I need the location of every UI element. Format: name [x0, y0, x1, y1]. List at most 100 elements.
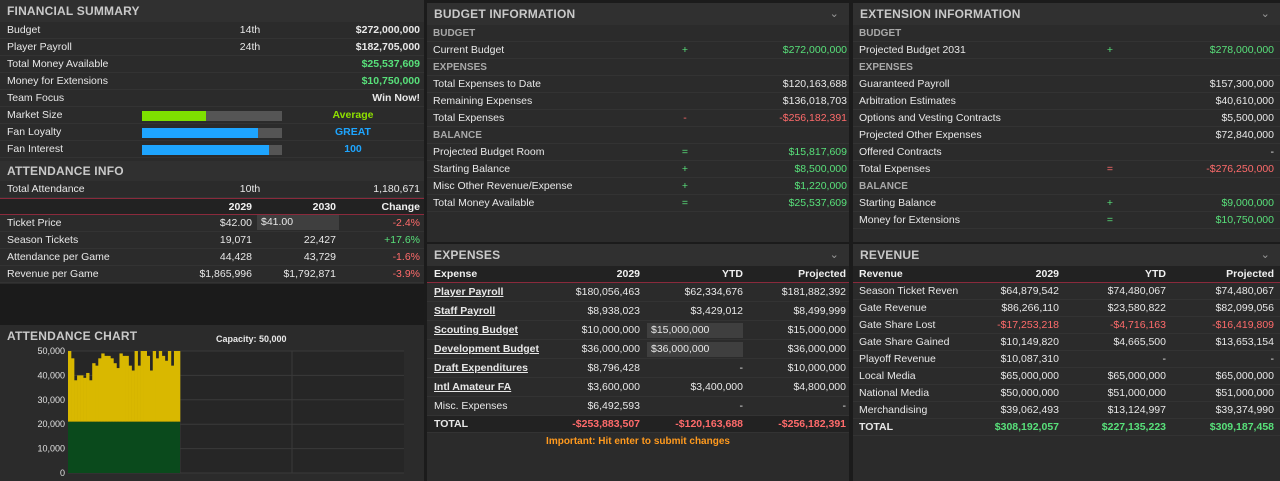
attendance-info-panel: ATTENDANCE INFO Total Attendance 10th 1,… [0, 161, 424, 284]
chart-bar [161, 355, 166, 422]
revenue-ytd: $23,580,822 [1107, 302, 1166, 314]
revenue-label: Gate Share Lost [859, 319, 936, 331]
expense-label-link[interactable]: Draft Expenditures [434, 362, 528, 374]
expense-row-player-payroll: Player Payroll $180,056,463 $62,334,676 $18… [427, 283, 849, 302]
chevron-down-icon[interactable]: ⌄ [829, 249, 839, 261]
submit-note: Important: Hit enter to submit changes [546, 436, 730, 447]
expense-projected: $10,000,000 [787, 362, 846, 374]
expenses-total-2029: -$253,883,507 [572, 418, 640, 430]
chart-bar [158, 351, 163, 422]
extension-row-options-and-vesting-contracts: Options and Vesting Contracts $5,500,000 [853, 110, 1280, 127]
financial-label: Budget [7, 24, 41, 36]
chart-bar [128, 365, 132, 422]
expense-2029: $8,938,023 [587, 305, 640, 317]
col-ytd: YTD [722, 268, 743, 280]
budget-row-label: Total Expenses [433, 112, 505, 124]
extension-row-money-for-extensions: Money for Extensions = $10,750,000 [853, 212, 1280, 229]
budget-row-value: $15,817,609 [788, 146, 847, 158]
expense-label-link[interactable]: Intl Amateur FA [434, 381, 512, 393]
budget-input[interactable]: $15,000,000 [647, 323, 743, 338]
revenue-row-national-media: National Media $50,000,000 $51,000,000 $51,… [853, 385, 1280, 402]
financial-label: Money for Extensions [7, 75, 108, 87]
attendance-chart-title: ATTENDANCE CHART [0, 325, 424, 345]
chart-bar [152, 351, 157, 422]
financial-value: $10,750,000 [361, 75, 420, 87]
budget-row-label: Current Budget [433, 44, 505, 56]
budget-row-current-budget: Current Budget + $272,000,000 [427, 42, 849, 59]
budget-row-label: Projected Budget Room [433, 146, 545, 158]
expense-label-link[interactable]: Scouting Budget [434, 324, 518, 336]
attendance-label: Revenue per Game [7, 268, 99, 280]
expense-row-misc-expenses: Misc. Expenses $6,492,593 - - [427, 397, 849, 416]
chart-bar [131, 370, 135, 422]
extension-information-title-text: EXTENSION INFORMATION [860, 7, 1021, 21]
expenses-total-row: TOTAL -$253,883,507 -$120,163,688 -$256,… [427, 416, 849, 433]
financial-value: $182,705,000 [355, 41, 420, 53]
budget-row-sign: + [681, 44, 689, 56]
expense-label-link[interactable]: Staff Payroll [434, 305, 496, 317]
revenue-ytd: $4,665,500 [1113, 336, 1166, 348]
meter-bar-fill [142, 145, 270, 155]
chart-bar [125, 355, 129, 422]
expense-label-link[interactable]: Development Budget [434, 343, 540, 355]
chevron-down-icon[interactable]: ⌄ [1260, 8, 1270, 20]
extension-row-projected-budget-2031: Projected Budget 2031 + $278,000,000 [853, 42, 1280, 59]
attendance-chart-panel: ATTENDANCE CHART Capacity: 50,000 50,000… [0, 325, 424, 481]
revenue-ytd: $51,000,000 [1107, 387, 1166, 399]
col-2030: 2030 [312, 201, 336, 213]
attendance-row-attendance-per-game: Attendance per Game 44,428 43,729 -1.6% [0, 249, 424, 266]
revenue-ytd: $65,000,000 [1107, 370, 1166, 382]
expense-2029: $6,492,593 [587, 400, 640, 412]
extension-row-value: $10,750,000 [1215, 214, 1274, 226]
chart-bar [80, 375, 84, 422]
attendance-2029: 44,428 [219, 251, 252, 263]
attendance-2029: 19,071 [219, 234, 252, 246]
expense-ytd: - [739, 400, 744, 412]
financial-value: Win Now! [372, 92, 420, 104]
attendance-info-title: ATTENDANCE INFO [0, 161, 424, 181]
meter-label: Market Size [7, 109, 63, 121]
expense-2029: $3,600,000 [587, 381, 640, 393]
chart-y-tick-label: 20,000 [37, 419, 65, 429]
extension-section-expenses: EXPENSES [853, 59, 1280, 76]
budget-row-total-money-available: Total Money Available = $25,537,609 [427, 195, 849, 212]
budget-row-value: -$256,182,391 [779, 112, 847, 124]
capacity-label: Capacity: 50,000 [216, 334, 287, 344]
budget-row-label: Remaining Expenses [433, 95, 533, 107]
revenue-projected: $51,000,000 [1215, 387, 1274, 399]
meter-label: Fan Loyalty [7, 126, 62, 138]
budget-information-title: BUDGET INFORMATION ⌄ [427, 3, 849, 25]
revenue-total-2029: $308,192,057 [994, 421, 1059, 433]
revenue-label: National Media [859, 387, 930, 399]
expense-label-link[interactable]: Player Payroll [434, 286, 504, 298]
revenue-ytd: -$4,716,163 [1109, 319, 1166, 331]
expense-2029: $180,056,463 [575, 286, 640, 298]
chart-bar [140, 351, 144, 422]
budget-row-value: $136,018,703 [782, 95, 847, 107]
attendance-chart: 50,000 40,000 30,000 20,000 10,000 0 [37, 347, 404, 478]
budget-section-balance: BALANCE [427, 127, 849, 144]
chart-bar [71, 358, 75, 422]
expense-ytd: $3,429,012 [690, 305, 743, 317]
revenue-projected: -$16,419,809 [1212, 319, 1274, 331]
extension-row-label: Projected Budget 2031 [859, 44, 966, 56]
chart-bar [176, 351, 181, 422]
extension-row-label: Options and Vesting Contracts [859, 112, 1001, 124]
budget-row-sign: + [681, 180, 689, 192]
ticket-price-input[interactable]: $41.00 [257, 215, 339, 230]
budget-row-label: Total Money Available [433, 197, 535, 209]
expense-projected: $36,000,000 [787, 343, 846, 355]
attendance-label: Attendance per Game [7, 251, 110, 263]
chevron-down-icon[interactable]: ⌄ [829, 8, 839, 20]
col-2029: 2029 [616, 268, 640, 280]
budget-input[interactable]: $36,000,000 [647, 342, 743, 357]
expenses-total-ytd: -$120,163,688 [675, 418, 743, 430]
attendance-change: -3.9% [392, 268, 420, 280]
meter-bar-fill [142, 128, 259, 138]
chevron-down-icon[interactable]: ⌄ [1260, 249, 1270, 261]
extension-row-sign: + [1106, 44, 1114, 56]
attendance-2029: $42.00 [219, 217, 252, 229]
financial-value: $272,000,000 [355, 24, 420, 36]
chart-bar [155, 358, 160, 422]
financial-row-player-payroll: Player Payroll 24th $182,705,000 [0, 39, 424, 56]
